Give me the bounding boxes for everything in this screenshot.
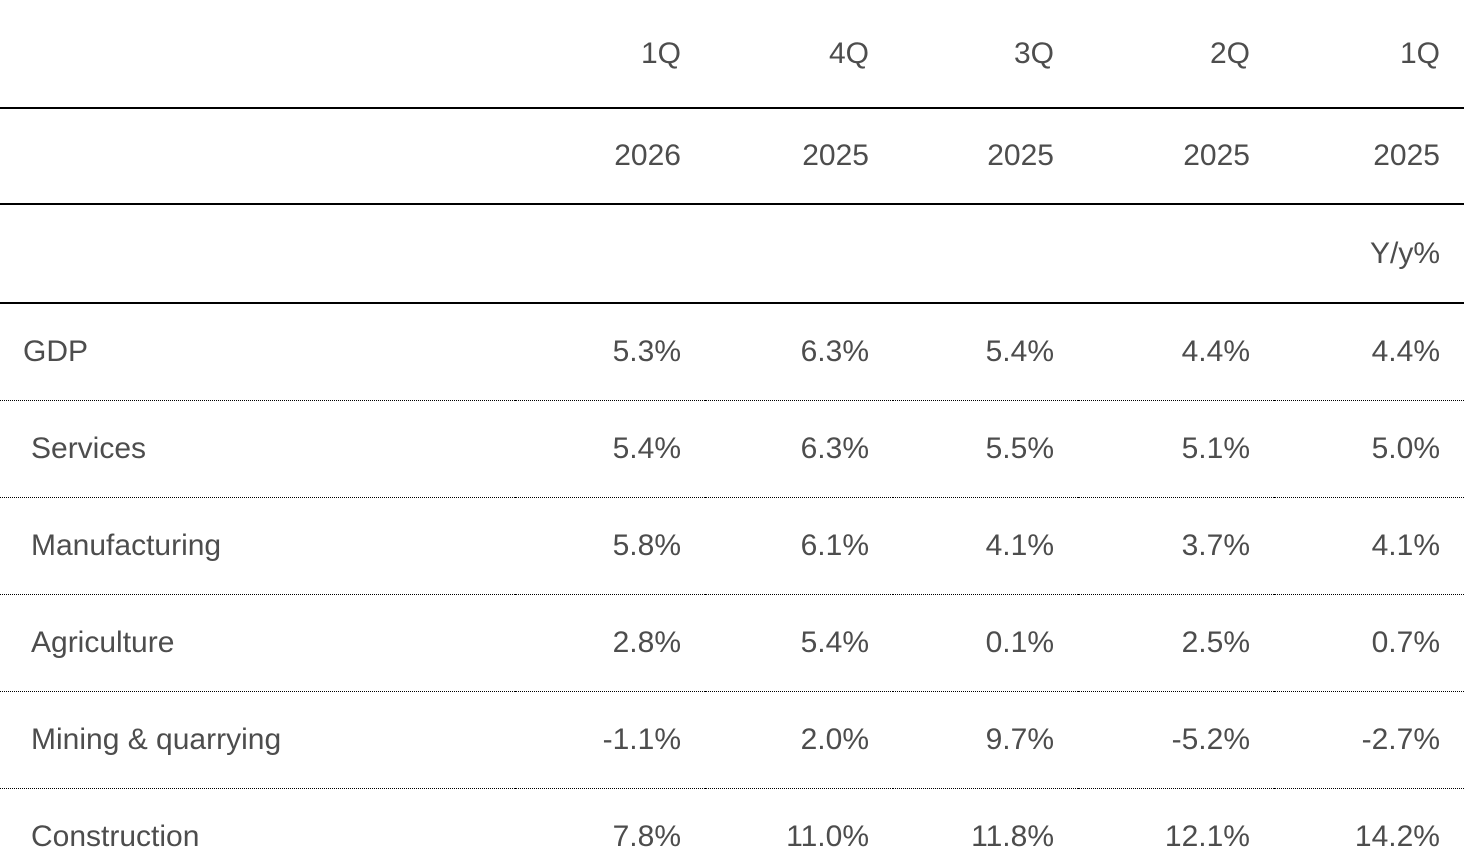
- agriculture-value-1q2026: 2.8%: [515, 594, 705, 692]
- mining-value-2q2025: -5.2%: [1078, 691, 1274, 789]
- header-quarter-col2: 4Q: [705, 0, 893, 109]
- mining-value-4q2025: 2.0%: [705, 691, 893, 789]
- services-value-1q2025: 5.0%: [1274, 400, 1464, 498]
- table-row-gdp: GDP 5.3% 6.3% 5.4% 4.4% 4.4%: [0, 303, 1464, 401]
- construction-value-4q2025: 11.0%: [786, 820, 869, 853]
- header-unit-col3: [893, 204, 1078, 304]
- gdp-value-1q2026: 5.3%: [515, 303, 705, 401]
- mining-value-1q2026: -1.1%: [515, 691, 705, 789]
- unit-note-yoy: Y/y%: [1274, 204, 1464, 304]
- manufacturing-value-3q2025: 4.1%: [893, 497, 1078, 595]
- header-row-quarter: 1Q 4Q 3Q 2Q 1Q: [0, 0, 1464, 109]
- header-quarter-col1: 1Q: [515, 0, 705, 109]
- agriculture-value-3q2025: 0.1%: [893, 594, 1078, 692]
- gdp-value-3q2025: 5.4%: [893, 303, 1078, 401]
- row-label-agriculture: Agriculture: [0, 594, 515, 692]
- construction-value-1q2026: 7.8%: [612, 820, 681, 853]
- manufacturing-value-1q2025: 4.1%: [1274, 497, 1464, 595]
- construction-value-1q2025: 14.2%: [1354, 820, 1440, 853]
- row-label-construction: Construction: [31, 820, 200, 853]
- table-row-services: Services 5.4% 6.3% 5.5% 5.1% 5.0%: [0, 400, 1464, 498]
- header-unit-col2: [705, 204, 893, 304]
- table-row-agriculture: Agriculture 2.8% 5.4% 0.1% 2.5% 0.7%: [0, 594, 1464, 692]
- header-year-col3: 2025: [893, 108, 1078, 205]
- header-year-col5: 2025: [1274, 108, 1464, 205]
- table-row-construction: Construction 7.8% 11.0% 11.8% 12.1% 14.2…: [0, 789, 1464, 860]
- header-quarter-col5: 1Q: [1274, 0, 1464, 109]
- header-year-col4: 2025: [1078, 108, 1274, 205]
- header-label-empty: [0, 0, 515, 109]
- header-year-col2: 2025: [705, 108, 893, 205]
- mining-value-3q2025: 9.7%: [893, 691, 1078, 789]
- row-label-mining-quarrying: Mining & quarrying: [0, 691, 515, 789]
- manufacturing-value-2q2025: 3.7%: [1078, 497, 1274, 595]
- agriculture-value-4q2025: 5.4%: [705, 594, 893, 692]
- row-label-gdp: GDP: [0, 303, 515, 401]
- gdp-value-1q2025: 4.4%: [1274, 303, 1464, 401]
- table-row-manufacturing: Manufacturing 5.8% 6.1% 4.1% 3.7% 4.1%: [0, 497, 1464, 595]
- header-unit-col1: [515, 204, 705, 304]
- services-value-1q2026: 5.4%: [515, 400, 705, 498]
- services-value-4q2025: 6.3%: [705, 400, 893, 498]
- agriculture-value-2q2025: 2.5%: [1078, 594, 1274, 692]
- header-quarter-col4: 2Q: [1078, 0, 1274, 109]
- table-row-mining-quarrying: Mining & quarrying -1.1% 2.0% 9.7% -5.2%…: [0, 691, 1464, 789]
- row-label-manufacturing: Manufacturing: [0, 497, 515, 595]
- header-unit-col4: [1078, 204, 1274, 304]
- row-label-services: Services: [0, 400, 515, 498]
- header-year-col1: 2026: [515, 108, 705, 205]
- manufacturing-value-1q2026: 5.8%: [515, 497, 705, 595]
- header-row-year: 2026 2025 2025 2025 2025: [0, 108, 1464, 205]
- header-row-unit: Y/y%: [0, 204, 1464, 304]
- header-quarter-col3: 3Q: [893, 0, 1078, 109]
- construction-value-2q2025: 12.1%: [1164, 820, 1250, 853]
- gdp-value-4q2025: 6.3%: [705, 303, 893, 401]
- gdp-value-2q2025: 4.4%: [1078, 303, 1274, 401]
- agriculture-value-1q2025: 0.7%: [1274, 594, 1464, 692]
- services-value-3q2025: 5.5%: [893, 400, 1078, 498]
- mining-value-1q2025: -2.7%: [1274, 691, 1464, 789]
- header-unit-label-empty: [0, 204, 515, 304]
- header-year-label-empty: [0, 108, 515, 205]
- services-value-2q2025: 5.1%: [1078, 400, 1274, 498]
- construction-value-3q2025: 11.8%: [971, 820, 1054, 853]
- manufacturing-value-4q2025: 6.1%: [705, 497, 893, 595]
